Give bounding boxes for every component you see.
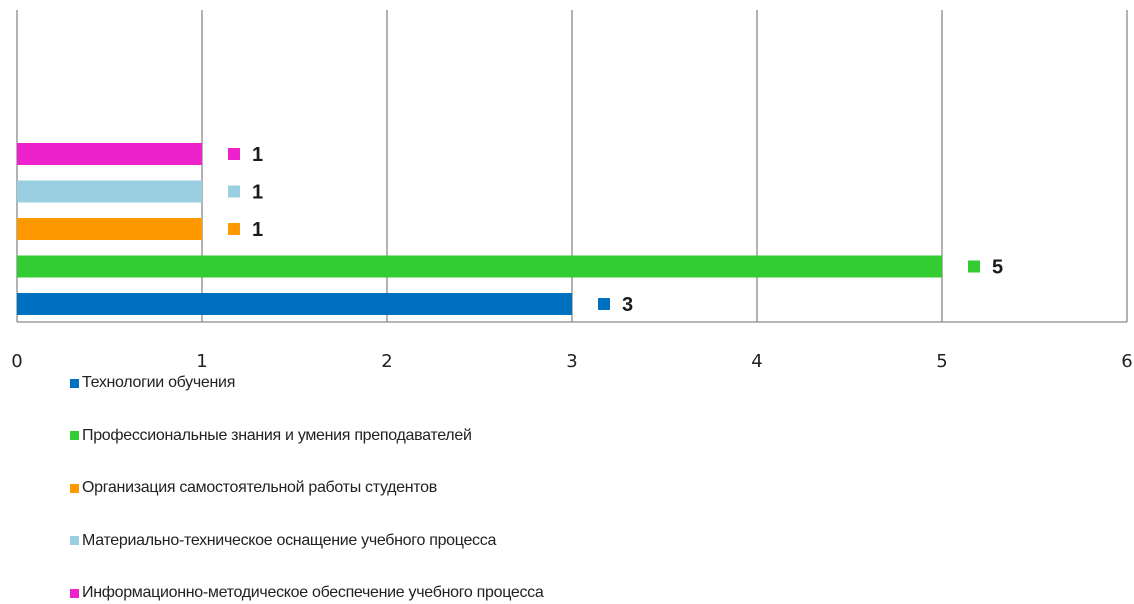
bars bbox=[17, 143, 942, 315]
bar-series-4 bbox=[17, 180, 202, 203]
data-label-5: 1 bbox=[252, 144, 263, 166]
data-labels: 3 5 1 1 1 bbox=[228, 144, 1003, 316]
data-label-2: 5 bbox=[992, 257, 1003, 279]
legend-label: Организация самостоятельной работы студе… bbox=[82, 479, 437, 496]
legend-swatch bbox=[70, 378, 79, 388]
bar-chart: 3 5 1 1 1 0 1 2 3 4 5 6 bbox=[11, 10, 1133, 372]
data-label-4: 1 bbox=[252, 182, 263, 204]
legend-swatch bbox=[70, 483, 79, 493]
data-label-swatch-2 bbox=[968, 260, 980, 273]
legend-item: Профессиональные знания и умения препода… bbox=[70, 425, 472, 447]
bar-series-1 bbox=[17, 293, 572, 315]
bar-series-2 bbox=[17, 255, 942, 278]
data-label-swatch-1 bbox=[598, 298, 610, 310]
legend-swatch bbox=[70, 588, 79, 598]
x-tick-label-3: 3 bbox=[566, 351, 577, 372]
legend-item: Информационно-методическое обеспечение у… bbox=[70, 582, 544, 604]
data-label-3: 1 bbox=[252, 219, 263, 241]
data-label-swatch-4 bbox=[228, 185, 240, 198]
x-tick-label-2: 2 bbox=[381, 351, 392, 372]
legend-label: Информационно-методическое обеспечение у… bbox=[82, 584, 544, 601]
data-label-swatch-5 bbox=[228, 148, 240, 160]
x-tick-label-1: 1 bbox=[196, 351, 207, 372]
x-tick-label-6: 6 bbox=[1121, 351, 1132, 372]
legend-item: Организация самостоятельной работы студе… bbox=[70, 477, 437, 499]
data-label-swatch-3 bbox=[228, 223, 240, 235]
grid-lines bbox=[16, 10, 1128, 323]
legend-swatch bbox=[70, 431, 79, 440]
x-tick-label-4: 4 bbox=[751, 351, 762, 372]
legend-label: Технологии обучения bbox=[82, 374, 236, 391]
x-axis-ticks: 0 1 2 3 4 5 6 bbox=[11, 351, 1132, 372]
data-label-1: 3 bbox=[622, 294, 633, 316]
legend-swatch bbox=[70, 536, 79, 545]
legend-item: Технологии обучения bbox=[70, 372, 235, 394]
legend-label: Профессиональные знания и умения препода… bbox=[82, 426, 472, 444]
legend-item: Материально-техническое оснащение учебно… bbox=[70, 530, 496, 552]
bar-series-5 bbox=[17, 143, 202, 165]
x-tick-label-0: 0 bbox=[11, 351, 22, 372]
legend-label: Материально-техническое оснащение учебно… bbox=[82, 531, 497, 549]
x-tick-label-5: 5 bbox=[936, 351, 947, 372]
bar-series-3 bbox=[17, 218, 202, 240]
